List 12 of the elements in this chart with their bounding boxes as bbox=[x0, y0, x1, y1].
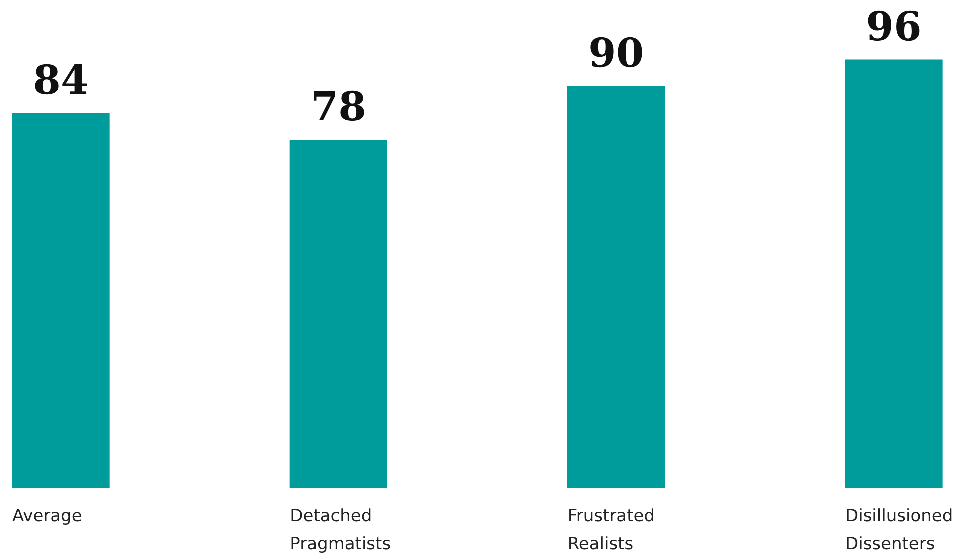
bar bbox=[290, 140, 388, 488]
x-tick-label: Disillusioned Dissenters bbox=[846, 506, 954, 554]
x-tick-label: Average bbox=[12, 506, 82, 526]
bar bbox=[568, 86, 666, 488]
x-tick-label: Detached Pragmatists bbox=[290, 506, 392, 554]
data-label: 96 bbox=[866, 4, 922, 51]
data-label: 90 bbox=[588, 30, 644, 78]
bar bbox=[845, 60, 943, 488]
data-label: 78 bbox=[310, 84, 367, 131]
bar bbox=[12, 113, 110, 488]
x-tick-label: Frustrated Realists bbox=[568, 506, 655, 554]
data-label: 84 bbox=[33, 56, 89, 104]
